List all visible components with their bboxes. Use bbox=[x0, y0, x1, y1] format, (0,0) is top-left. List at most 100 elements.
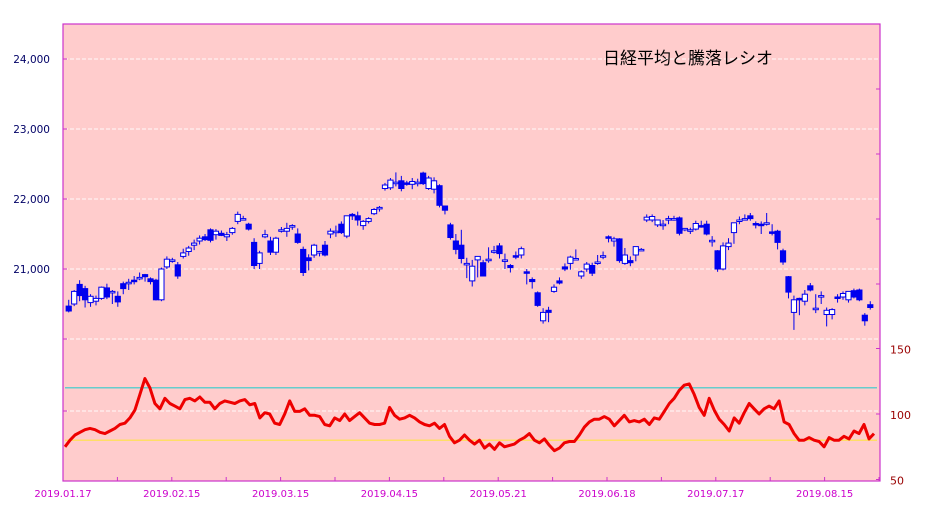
candle-down bbox=[103, 287, 110, 298]
candle-up bbox=[736, 219, 743, 222]
candle-down bbox=[447, 224, 454, 238]
chart-title: 日経平均と騰落レシオ bbox=[603, 49, 773, 69]
candle-up bbox=[567, 256, 574, 264]
candle-up bbox=[578, 271, 585, 277]
x-tick-label: 2019.07.17 bbox=[687, 489, 744, 500]
candle-down bbox=[758, 223, 765, 227]
candle-down bbox=[698, 225, 705, 228]
candle-up bbox=[163, 258, 170, 268]
candle-down bbox=[796, 297, 803, 301]
candle-up bbox=[829, 309, 836, 316]
candle-up bbox=[365, 218, 372, 222]
candle-up bbox=[71, 290, 78, 305]
candle-up bbox=[572, 258, 579, 261]
candle-down bbox=[207, 229, 214, 241]
candle-up bbox=[621, 254, 629, 264]
candle-down bbox=[496, 245, 503, 255]
candle-down bbox=[512, 255, 519, 258]
candle-up bbox=[599, 255, 607, 258]
candle-up bbox=[414, 181, 421, 185]
candle-down bbox=[267, 240, 274, 253]
candle-up bbox=[801, 293, 808, 302]
candle-up bbox=[136, 276, 143, 280]
candle-up bbox=[490, 250, 498, 253]
candle-down bbox=[523, 271, 530, 274]
candle-down bbox=[769, 231, 776, 234]
left-tick-label: 21,000 bbox=[13, 264, 50, 276]
candle-down bbox=[589, 265, 596, 274]
candle-up bbox=[681, 227, 688, 231]
candle-up bbox=[212, 230, 220, 236]
candle-up bbox=[234, 213, 241, 222]
candle-up bbox=[741, 218, 748, 221]
x-tick-label: 2019.01.17 bbox=[34, 489, 91, 500]
candle-down bbox=[201, 236, 209, 241]
candle-up bbox=[332, 230, 340, 234]
candle-up bbox=[191, 242, 198, 246]
candle-up bbox=[518, 248, 525, 256]
candle-up bbox=[109, 290, 116, 294]
candle-down bbox=[534, 292, 541, 306]
candle-up bbox=[469, 265, 476, 282]
candle-down bbox=[561, 266, 569, 270]
candle-down bbox=[529, 279, 536, 283]
plot-area bbox=[63, 24, 880, 481]
candle-up bbox=[670, 218, 678, 221]
candle-up bbox=[730, 222, 738, 234]
candle-up bbox=[381, 184, 389, 189]
candle-up bbox=[709, 239, 716, 243]
candle-up bbox=[839, 293, 847, 298]
candle-down bbox=[774, 230, 781, 243]
candle-up bbox=[261, 234, 269, 238]
left-tick-label: 22,000 bbox=[13, 194, 50, 206]
candle-up bbox=[289, 225, 296, 228]
candle-up bbox=[278, 229, 285, 232]
candle-down bbox=[76, 283, 83, 297]
candle-down bbox=[452, 240, 459, 250]
right-tick-label: 100 bbox=[890, 409, 911, 422]
candle-up bbox=[185, 247, 192, 252]
candle-up bbox=[87, 295, 94, 304]
candle-down bbox=[834, 296, 841, 299]
candle-down bbox=[403, 182, 410, 185]
candle-down bbox=[147, 278, 154, 283]
x-axis-dates: 2019.01.17 2019.02.15 2019.03.15 2019.04.15… bbox=[34, 477, 880, 500]
candle-up bbox=[649, 216, 656, 221]
candle-up bbox=[229, 227, 236, 234]
candle-down bbox=[141, 274, 149, 278]
candle-up bbox=[463, 262, 470, 266]
candle-up bbox=[370, 209, 378, 215]
left-tick-label: 23,000 bbox=[13, 124, 50, 136]
right-tick-label: 50 bbox=[890, 475, 904, 488]
candle-up bbox=[845, 290, 852, 301]
candle-down bbox=[747, 215, 754, 220]
candle-up bbox=[659, 223, 667, 227]
plot-frame bbox=[62, 23, 881, 482]
candle-up bbox=[392, 181, 399, 185]
candle-down bbox=[850, 290, 858, 298]
candle-up bbox=[540, 311, 547, 322]
candle-up bbox=[223, 234, 230, 238]
candle-down bbox=[779, 250, 787, 263]
candle-up bbox=[316, 251, 323, 254]
candle-up bbox=[638, 248, 645, 252]
candle-up bbox=[425, 177, 432, 189]
x-tick-label: 2019.06.18 bbox=[578, 489, 635, 500]
candle-down bbox=[441, 205, 449, 211]
candle-up bbox=[376, 206, 383, 210]
candle-up bbox=[387, 179, 394, 189]
candle-down bbox=[321, 244, 329, 256]
gridlines bbox=[64, 58, 879, 412]
candle-up bbox=[812, 307, 819, 311]
candle-up bbox=[409, 181, 416, 185]
candle-up bbox=[583, 263, 590, 270]
x-tick-label: 2019.04.15 bbox=[361, 489, 418, 500]
candle-down bbox=[174, 264, 181, 277]
x-tick-label: 2019.02.15 bbox=[143, 489, 200, 500]
candle-up bbox=[310, 244, 318, 256]
candle-up bbox=[125, 281, 132, 285]
candle-up bbox=[272, 237, 280, 253]
left-axis-price: 24,000 23,000 22,000 21,000 bbox=[13, 54, 67, 412]
candle-down bbox=[81, 288, 89, 301]
